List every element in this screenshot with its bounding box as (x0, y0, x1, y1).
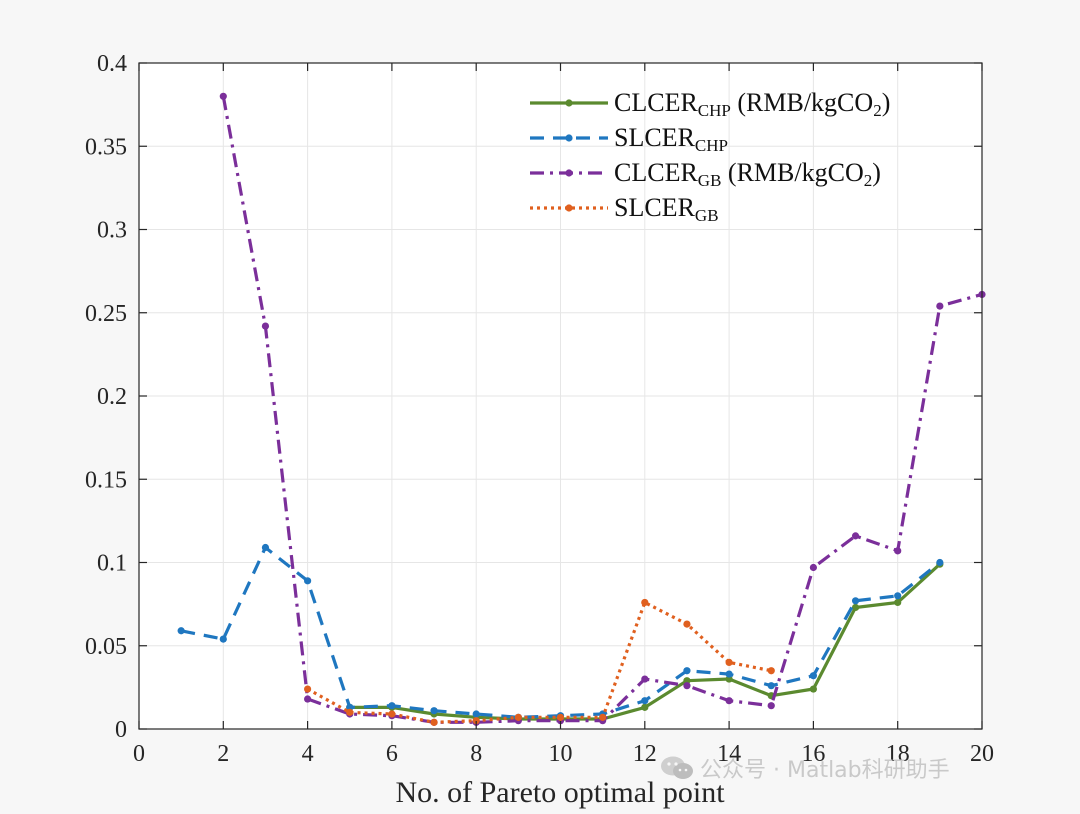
x-tick-label: 0 (133, 741, 145, 767)
data-point (599, 713, 607, 721)
legend-label: CLCERCHP (RMB/kgCO2) (614, 88, 890, 120)
series-lines (177, 92, 986, 726)
data-point (894, 598, 902, 607)
legend-marker (565, 169, 573, 177)
data-point (894, 592, 902, 600)
data-point (346, 708, 354, 716)
data-point (851, 603, 860, 612)
data-point (725, 697, 733, 705)
x-tick-label: 16 (801, 741, 825, 767)
legend-entry-2: CLCERGB (RMB/kgCO2) (530, 158, 881, 190)
x-tick-label: 14 (717, 741, 741, 767)
data-point (809, 563, 818, 572)
series-line (306, 600, 772, 724)
data-point (304, 695, 312, 703)
data-point (641, 598, 649, 607)
y-tick-label: 0.4 (97, 51, 127, 77)
legend-marker (565, 99, 573, 107)
data-point (767, 682, 775, 690)
data-point (346, 703, 354, 711)
data-point (177, 627, 185, 635)
y-tick-label: 0.05 (85, 634, 127, 660)
data-point (430, 718, 438, 726)
data-point (641, 697, 649, 705)
x-tick-label: 18 (886, 741, 910, 767)
y-tick-label: 0.3 (97, 218, 127, 244)
data-point (261, 322, 270, 330)
data-point (683, 682, 691, 690)
data-point (304, 577, 312, 585)
data-point (472, 710, 480, 718)
data-point (725, 658, 733, 667)
y-tick-label: 0 (115, 717, 127, 743)
x-tick-label: 6 (386, 741, 398, 767)
data-point (641, 703, 649, 711)
data-point (430, 707, 438, 715)
data-point (219, 92, 227, 100)
data-point (683, 667, 691, 675)
axis-ticks: 0 2 4 6 8 10 12 14 16 18 20 0 0.05 0.1 0.15 0.2 0.25 0.3 0… (85, 51, 994, 767)
y-tick-label: 0.25 (85, 301, 127, 327)
data-point (767, 702, 775, 710)
data-point (894, 547, 902, 555)
legend-entry-0: CLCERCHP (RMB/kgCO2) (530, 88, 890, 120)
data-point (767, 667, 775, 675)
data-point (514, 713, 522, 721)
watermark: 公众号 · Matlab科研助手 (660, 752, 950, 784)
legend-marker (565, 134, 573, 142)
watermark-text: 公众号 · Matlab科研助手 (700, 758, 950, 783)
legend-label: SLCERCHP (614, 123, 728, 155)
data-point (725, 675, 733, 683)
x-tick-label: 8 (470, 741, 482, 767)
data-point (304, 685, 312, 693)
x-tick-label: 10 (549, 741, 573, 767)
data-point (851, 597, 860, 605)
y-tick-label: 0.1 (97, 551, 127, 577)
data-point (261, 543, 270, 552)
data-point (556, 713, 565, 721)
y-tick-label: 0.15 (85, 467, 127, 493)
data-point (683, 677, 691, 685)
wechat-icon (660, 755, 694, 781)
legend-label: CLCERGB (RMB/kgCO2) (614, 158, 881, 190)
data-point (388, 702, 396, 710)
x-tick-label: 20 (970, 741, 994, 767)
legend-label: SLCERGB (614, 193, 719, 225)
data-point (641, 675, 649, 683)
legend-entry-3: SLCERGB (530, 193, 719, 225)
y-tick-label: 0.2 (97, 384, 127, 410)
data-point (683, 620, 691, 628)
data-point (388, 710, 396, 718)
legend-marker (565, 204, 573, 212)
data-point (219, 635, 227, 643)
legend-entry-1: SLCERCHP (530, 123, 728, 155)
data-point (936, 302, 944, 310)
x-tick-label: 12 (633, 741, 657, 767)
x-tick-label: 4 (302, 741, 314, 767)
data-point (809, 672, 818, 680)
x-tick-label: 2 (217, 741, 229, 767)
data-point (809, 685, 818, 693)
data-point (725, 670, 733, 678)
data-point (936, 558, 944, 567)
data-point (851, 532, 860, 540)
series-3 (304, 598, 775, 726)
data-point (472, 717, 480, 725)
x-axis-title: No. of Pareto optimal point (395, 776, 725, 809)
y-tick-label: 0.35 (85, 134, 127, 160)
